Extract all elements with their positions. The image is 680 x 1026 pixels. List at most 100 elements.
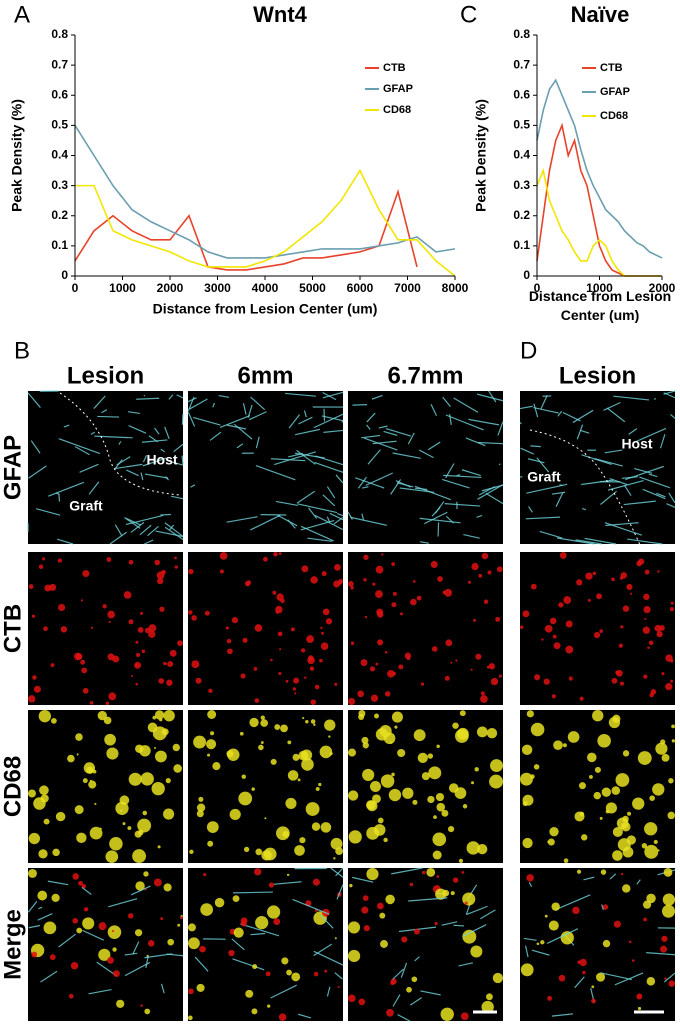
fiber — [555, 894, 591, 911]
fiber — [634, 468, 653, 474]
x-tick-label: 4000 — [252, 281, 279, 295]
blob — [169, 649, 177, 657]
fiber — [164, 426, 170, 440]
blob — [31, 951, 38, 958]
series-line — [74, 188, 418, 271]
fiber — [209, 431, 222, 441]
blob — [302, 716, 305, 720]
fiber — [326, 486, 336, 499]
blob — [89, 826, 103, 840]
blob — [626, 583, 633, 591]
blob — [430, 560, 438, 568]
fiber — [250, 932, 266, 936]
fiber — [523, 937, 537, 941]
y-tick-label: 0.6 — [513, 87, 530, 101]
blob — [547, 840, 550, 844]
blob — [260, 741, 264, 744]
blob — [467, 580, 471, 584]
blob — [112, 930, 115, 933]
blob — [50, 663, 55, 668]
blob — [137, 818, 152, 833]
x-tick-label: 6000 — [347, 281, 374, 295]
blob — [520, 963, 534, 977]
fiber — [528, 506, 533, 513]
blob — [280, 724, 288, 733]
blob — [379, 912, 386, 919]
blob — [57, 558, 63, 563]
fiber — [298, 1013, 312, 1019]
fiber — [498, 463, 501, 466]
blob — [298, 750, 309, 761]
fiber — [164, 526, 184, 540]
blob — [108, 692, 117, 701]
blob — [208, 688, 213, 694]
blob — [293, 677, 300, 684]
blob — [278, 552, 282, 556]
blob — [174, 565, 178, 569]
blob — [285, 797, 297, 810]
blob — [447, 826, 455, 833]
blob — [567, 731, 580, 743]
blob — [642, 626, 651, 634]
blob — [520, 772, 533, 786]
blob — [276, 593, 284, 601]
x-tick-label: 1000 — [109, 281, 136, 295]
fiber — [187, 397, 197, 403]
blob — [98, 948, 111, 961]
blob — [115, 801, 129, 815]
fiber — [583, 876, 595, 881]
micrograph — [520, 552, 675, 705]
blob — [369, 666, 376, 672]
blob — [28, 868, 37, 878]
blob — [119, 809, 123, 812]
fiber — [572, 409, 594, 424]
blob — [549, 827, 559, 837]
fiber — [627, 538, 663, 545]
blob — [669, 606, 674, 612]
legend-label: CD68 — [600, 110, 628, 122]
blob — [436, 744, 440, 749]
blob — [581, 834, 588, 841]
fiber — [288, 452, 304, 458]
blob — [193, 735, 207, 749]
blob — [348, 697, 356, 705]
blob — [363, 925, 370, 932]
series-line — [75, 168, 456, 277]
blob — [421, 772, 430, 781]
blob — [441, 809, 449, 817]
blob — [549, 617, 557, 625]
blob — [219, 569, 224, 574]
fiber — [526, 483, 568, 494]
blob — [495, 616, 501, 622]
blob — [594, 766, 601, 773]
fiber — [108, 898, 138, 908]
blob — [258, 744, 264, 751]
blob — [315, 787, 320, 791]
panel-label: D — [520, 337, 537, 364]
blob — [579, 958, 587, 967]
y-tick-label: 0.6 — [51, 87, 68, 101]
blob — [548, 920, 559, 931]
fiber — [27, 901, 38, 913]
blob — [151, 781, 165, 796]
fiber — [219, 415, 251, 428]
fiber — [322, 494, 336, 507]
blob — [324, 719, 336, 731]
blob — [460, 1012, 469, 1021]
blob — [572, 906, 580, 915]
blob — [200, 903, 214, 916]
fiber — [463, 533, 480, 539]
blob — [333, 580, 341, 588]
fiber — [392, 994, 401, 1007]
blob — [579, 811, 585, 817]
blob — [637, 751, 652, 765]
fiber — [336, 512, 344, 517]
blob — [273, 552, 278, 557]
blob — [391, 602, 397, 608]
blob — [37, 890, 48, 901]
micrograph-bg — [520, 552, 675, 705]
blob — [421, 870, 426, 875]
blob — [33, 685, 41, 693]
blob — [112, 655, 120, 663]
blob — [611, 677, 618, 684]
